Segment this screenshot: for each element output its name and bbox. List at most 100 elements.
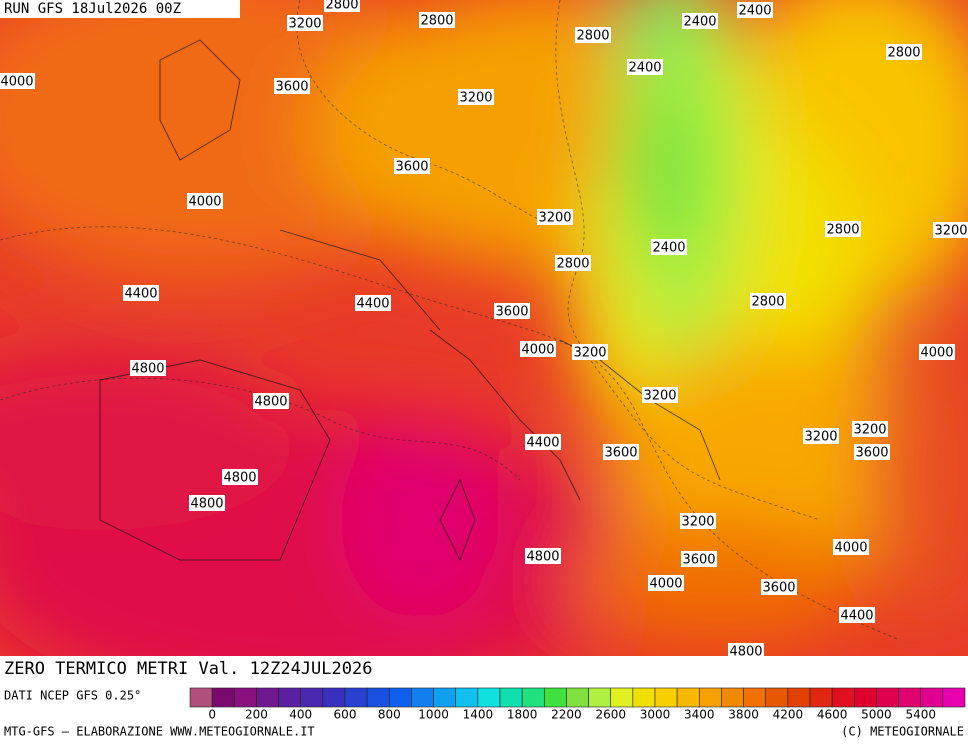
contour-label-box: [222, 469, 258, 485]
contour-label: 4000: [188, 195, 221, 210]
colorbar-tick-label: 5400: [905, 708, 936, 722]
colorbar-swatch: [322, 687, 346, 708]
colorbar-swatch: [278, 687, 302, 708]
contour-label: 4800: [223, 471, 256, 486]
contour-label: 3600: [855, 446, 888, 461]
contour-label-box: [651, 239, 687, 255]
colorbar-swatch: [721, 687, 744, 708]
contour-label: 2800: [751, 295, 784, 310]
contour-label-box: [603, 444, 639, 460]
contour-label-box: [575, 27, 611, 43]
contour-label: 2800: [887, 46, 920, 61]
colorbar-swatch: [787, 687, 811, 708]
contour-label-box: [825, 221, 861, 237]
colorbar-swatch: [632, 687, 656, 708]
colorbar-tick-label: 1800: [507, 708, 538, 722]
colorbar-swatch: [566, 687, 589, 708]
colorbar-swatch: [698, 687, 722, 708]
contour-label-box: [130, 360, 166, 376]
colorbar-tick-label: 3800: [728, 708, 759, 722]
colorbar-swatch: [499, 687, 523, 708]
contour-label-box: [189, 495, 225, 511]
contour-label-box: [525, 434, 561, 450]
contour-label-box: [525, 548, 561, 564]
colorbar-source: DATI NCEP GFS 0.25°: [4, 689, 141, 703]
contour-label: 2800: [576, 29, 609, 44]
contour-label-box: [394, 158, 430, 174]
contour-label-box: [253, 393, 289, 409]
contour-label: 4800: [729, 645, 762, 660]
colorbar-swatch: [920, 687, 944, 708]
contour-label: 3200: [573, 346, 606, 361]
colorbar-tick-label: 1000: [418, 708, 449, 722]
contour-label: 4800: [190, 497, 223, 512]
contour-label-box: [839, 607, 875, 623]
colorbar-swatch: [433, 687, 457, 708]
contour-label-box: [803, 428, 839, 444]
contour-label: 3600: [682, 553, 715, 568]
contour-labels: 2800 3200 2800 2400 2400 2800 2800 4000 2400 3600…: [0, 0, 968, 660]
colorbar-swatch: [366, 687, 390, 708]
contour-label: 2400: [738, 4, 771, 19]
contour-label-box: [761, 579, 797, 595]
title-box: [0, 656, 440, 682]
contour-label: 4400: [124, 287, 157, 302]
contour-label-box: [852, 421, 888, 437]
contour-label-box: [681, 551, 717, 567]
colorbar-swatch: [543, 687, 567, 708]
colorbar-tick-label: 200: [245, 708, 268, 722]
contour-label-box: [627, 59, 663, 75]
contour-label-box: [0, 73, 35, 89]
contour-label: 2400: [628, 61, 661, 76]
contour-label-box: [555, 255, 591, 271]
contour-label-box: [274, 78, 310, 94]
contour-label: 4400: [840, 609, 873, 624]
contour-label-box: [572, 344, 608, 360]
contour-label-box: [287, 15, 323, 31]
contour-label: 3200: [934, 224, 967, 239]
colorbar-tick-label: 4600: [817, 708, 848, 722]
colorbar-tick-label: 3400: [684, 708, 715, 722]
contour-label: 4800: [254, 395, 287, 410]
contour-label-box: [933, 222, 968, 238]
colorbar-tick-label: 400: [289, 708, 312, 722]
colorbar-swatch: [411, 687, 434, 708]
colorbar-tick-label: 3000: [640, 708, 671, 722]
contour-label-box: [833, 539, 869, 555]
contour-label: 4800: [131, 362, 164, 377]
contour-label-box: [520, 341, 556, 357]
colorbar: 0 200 400 600 800 1000 1400 1800 2200 2600 3000 340…: [189, 687, 966, 722]
contour-label-box: [458, 89, 494, 105]
colorbar-swatch: [676, 687, 700, 708]
colorbar-swatch: [233, 687, 257, 708]
contour-label-box: [537, 209, 573, 225]
contour-label: 2800: [325, 0, 358, 13]
contour-label-box: [680, 513, 716, 529]
contour-label: 2800: [826, 223, 859, 238]
colorbar-swatch: [477, 687, 501, 708]
colorbar-swatch: [654, 687, 678, 708]
map-title: ZERO TERMICO METRI Val. 12Z24JUL2026: [4, 659, 372, 679]
colorbar-tick-label: 1400: [463, 708, 494, 722]
run-box: [0, 0, 240, 18]
contour-label-box: [494, 303, 530, 319]
contour-label: 4400: [356, 297, 389, 312]
contour-label: 4000: [920, 346, 953, 361]
contour-label: 3600: [604, 446, 637, 461]
contour-label: 3600: [395, 160, 428, 175]
contour-label: 4000: [521, 343, 554, 358]
colorbar-swatch: [831, 687, 855, 708]
contour-label-box: [728, 643, 764, 659]
contour-label: 4000: [834, 541, 867, 556]
colorbar-tick-label: 600: [334, 708, 357, 722]
contour-label: 3200: [853, 423, 886, 438]
colorbar-swatch: [743, 687, 767, 708]
colorbar-swatch: [610, 687, 634, 708]
colorbar-tick-label: 800: [378, 708, 401, 722]
colorbar-tick-label: 5000: [861, 708, 892, 722]
colorbar-swatch: [256, 687, 279, 708]
contour-label: 4000: [0, 75, 33, 90]
colorbar-tick-label: 2600: [595, 708, 626, 722]
colorbar-swatch: [521, 687, 545, 708]
contour-label: 2400: [683, 15, 716, 30]
